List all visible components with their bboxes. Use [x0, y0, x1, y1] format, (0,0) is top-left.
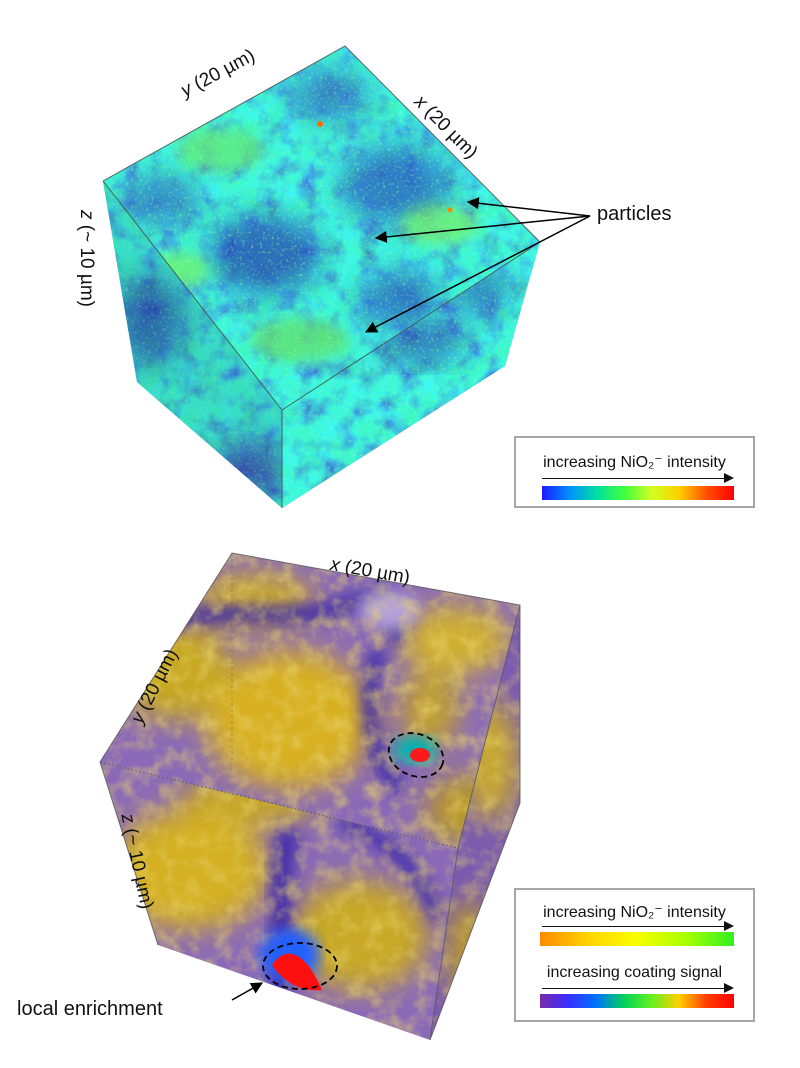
enrichment-circle-side [262, 942, 338, 990]
bottom-legend-arrow-1 [542, 921, 734, 931]
top-legend-label: increasing NiO₂⁻ intensity [543, 454, 726, 471]
bottom-cube [99, 552, 521, 1041]
top-z-axis-var: z [76, 210, 97, 220]
particles-callout: particles [597, 203, 672, 225]
top-cube [102, 45, 541, 508]
enrichment-circle-top [387, 732, 445, 778]
bottom-legend-colorbar-nio2 [540, 932, 734, 946]
bottom-legend-colorbar-coating [540, 994, 734, 1008]
bottom-legend-label-coating: increasing coating signal [546, 964, 723, 981]
top-cube-edges [102, 45, 541, 508]
top-legend: increasing NiO₂⁻ intensity [514, 436, 755, 508]
particles-arrows [364, 197, 591, 333]
top-z-axis-unit: (~ 10 µm) [76, 219, 97, 307]
top-legend-arrow [542, 473, 734, 483]
bottom-legend: increasing NiO₂⁻ intensity increasing co… [514, 888, 755, 1022]
enrichment-arrow [231, 982, 264, 1001]
top-z-axis-label: z (~ 10 µm) [76, 210, 97, 307]
bottom-cube-edges [99, 552, 521, 1041]
local-enrichment-callout: local enrichment [17, 998, 163, 1020]
bottom-legend-label-nio2: increasing NiO₂⁻ intensity [543, 904, 726, 921]
bottom-legend-arrow-2 [542, 983, 734, 993]
top-legend-colorbar [542, 486, 734, 500]
